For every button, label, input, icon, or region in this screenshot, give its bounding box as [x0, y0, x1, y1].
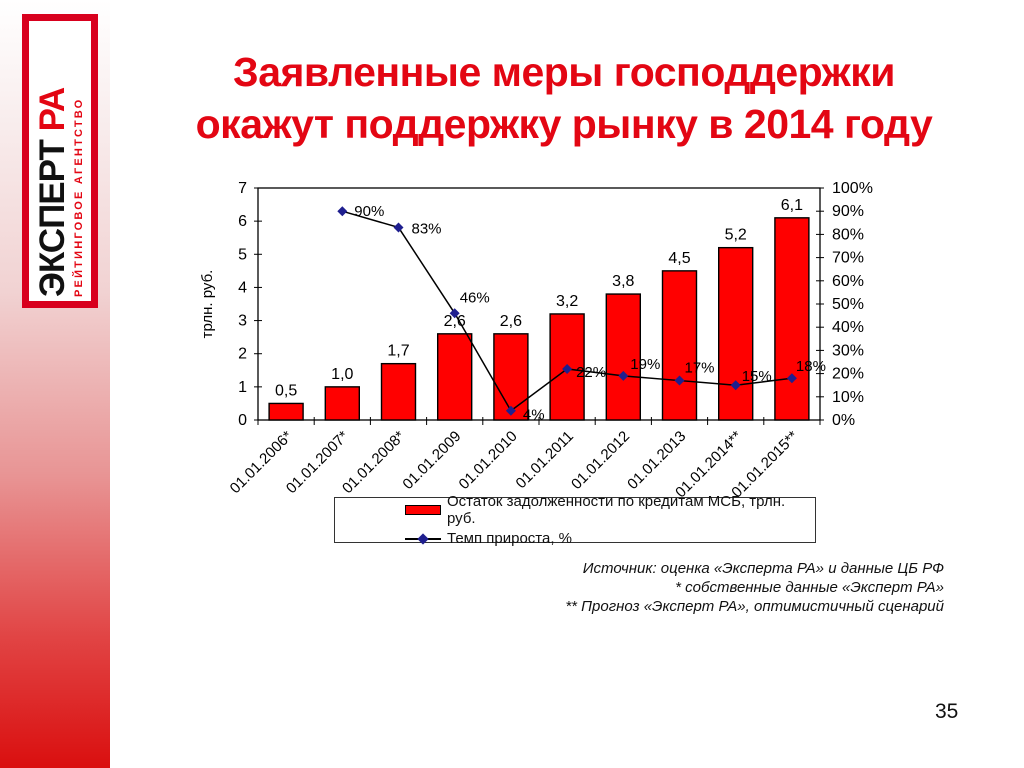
bar	[605, 293, 641, 421]
growth-value-label: 83%	[412, 220, 442, 237]
y-axis-title: трлн. руб.	[199, 270, 216, 339]
growth-marker-diamond	[730, 380, 741, 391]
bar	[661, 270, 698, 421]
growth-marker-diamond	[449, 308, 460, 319]
bar-value-label: 0,5	[275, 382, 297, 399]
growth-marker-diamond	[337, 206, 348, 217]
bar-value-label: 3,2	[556, 293, 578, 310]
right-axis-tick-label: 40%	[832, 319, 864, 336]
logo-rotated-text: ЭКСПЕРТ РА РЕЙТИНГОВОЕ АГЕНТСТВО	[29, 21, 91, 301]
bar-value-label: 2,6	[444, 313, 466, 330]
left-axis-tick-label: 7	[238, 180, 247, 197]
legend-line-marker-icon	[405, 532, 441, 545]
growth-value-label: 4%	[523, 407, 545, 424]
bar	[436, 333, 473, 421]
legend-item-line: Темп прироста, %	[405, 530, 815, 547]
logo-brand-accent: РА	[33, 87, 72, 132]
growth-value-label: 19%	[630, 356, 660, 373]
bar	[380, 362, 417, 421]
bar	[324, 386, 361, 421]
growth-value-label: 90%	[354, 203, 384, 220]
left-axis-tick-label: 2	[238, 346, 247, 363]
right-axis-tick-label: 30%	[832, 342, 864, 359]
growth-marker-diamond	[786, 373, 797, 384]
growth-marker-diamond	[505, 405, 516, 416]
right-axis-tick-label: 0%	[832, 412, 855, 429]
growth-value-label: 17%	[685, 360, 715, 377]
footnotes: Источник: оценка «Эксперта РА» и данные …	[424, 560, 944, 617]
bar-value-label: 1,7	[387, 343, 409, 360]
left-axis-tick-label: 0	[238, 412, 247, 429]
right-axis-tick-label: 100%	[832, 180, 873, 197]
footnote-note1: * собственные данные «Эксперт РА»	[675, 578, 944, 596]
bar-value-label: 6,1	[781, 197, 803, 214]
right-axis-tick-label: 90%	[832, 203, 864, 220]
slide-title-line1: Заявленные меры господдержки	[233, 49, 895, 95]
growth-value-label: 15%	[742, 368, 772, 385]
bar-value-label: 3,8	[612, 273, 634, 290]
right-axis-tick-label: 80%	[832, 226, 864, 243]
combo-chart: 012345670%10%20%30%40%50%60%70%80%90%100…	[199, 180, 873, 501]
left-axis-tick-label: 3	[238, 313, 247, 330]
bar	[718, 246, 754, 421]
legend-item-bars: Остаток задолженности по кредитам МСБ, т…	[405, 493, 815, 527]
chart-legend: Остаток задолженности по кредитам МСБ, т…	[334, 493, 816, 547]
slide-title-line2: окажут поддержку рынку в 2014 году	[195, 101, 933, 148]
logo-brand-subtitle: РЕЙТИНГОВОЕ АГЕНТСТВО	[73, 97, 85, 297]
bar	[493, 333, 529, 421]
footnote-source: Источник: оценка «Эксперта РА» и данные …	[582, 560, 944, 577]
x-category-label: 01.01.2011	[513, 428, 577, 492]
bar-value-label: 1,0	[331, 366, 353, 383]
bar	[268, 402, 304, 421]
slide-title: Заявленные меры господдержки окажут подд…	[118, 46, 1010, 150]
left-axis-tick-label: 1	[238, 379, 247, 396]
legend-line-label: Темп прироста, %	[447, 530, 573, 547]
right-axis-tick-label: 60%	[832, 273, 864, 290]
legend-bar-label: Остаток задолженности по кредитам МСБ, т…	[447, 493, 786, 527]
x-category-label: 01.01.2009	[399, 428, 464, 493]
growth-value-label: 22%	[576, 364, 606, 381]
x-category-label: 01.01.2012	[568, 428, 633, 493]
bar	[774, 217, 810, 421]
bar-value-label: 2,6	[500, 313, 522, 330]
footnote-note2: ** Прогноз «Эксперт РА», оптимистичный с…	[565, 597, 944, 615]
right-axis-tick-label: 50%	[832, 296, 864, 313]
growth-value-label: 18%	[796, 358, 826, 375]
legend-bar-swatch-icon	[405, 505, 441, 515]
right-axis-tick-label: 20%	[832, 366, 864, 383]
right-axis-tick-label: 70%	[832, 250, 864, 267]
growth-marker-diamond	[674, 375, 685, 386]
left-axis-tick-label: 6	[238, 213, 247, 230]
growth-marker-diamond	[562, 363, 573, 374]
bar-value-label: 5,2	[725, 227, 747, 244]
left-axis-tick-label: 5	[238, 246, 247, 263]
page-number: 35	[935, 700, 959, 723]
growth-marker-diamond	[618, 370, 629, 381]
growth-marker-diamond	[393, 222, 404, 233]
growth-value-label: 46%	[460, 289, 490, 306]
left-axis-tick-label: 4	[238, 279, 247, 296]
logo-brand-name: ЭКСПЕРТ РА	[33, 21, 72, 297]
logo-brand-main: ЭКСПЕРТ	[33, 140, 72, 297]
expert-ra-logo: ЭКСПЕРТ РА РЕЙТИНГОВОЕ АГЕНТСТВО	[22, 14, 98, 308]
bar-value-label: 4,5	[668, 250, 690, 267]
right-axis-tick-label: 10%	[832, 389, 864, 406]
x-category-label: 01.01.2010	[456, 428, 521, 493]
